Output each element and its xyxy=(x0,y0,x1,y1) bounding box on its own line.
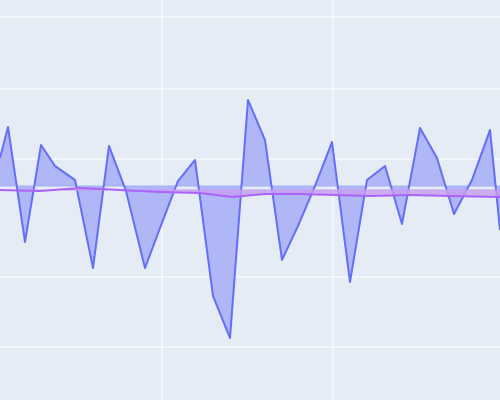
series-layer xyxy=(0,99,500,339)
series-1-line xyxy=(0,99,500,339)
series-2 xyxy=(0,187,500,198)
series-2-line xyxy=(0,187,500,198)
series-1-area xyxy=(0,100,500,338)
series-1 xyxy=(0,99,500,339)
